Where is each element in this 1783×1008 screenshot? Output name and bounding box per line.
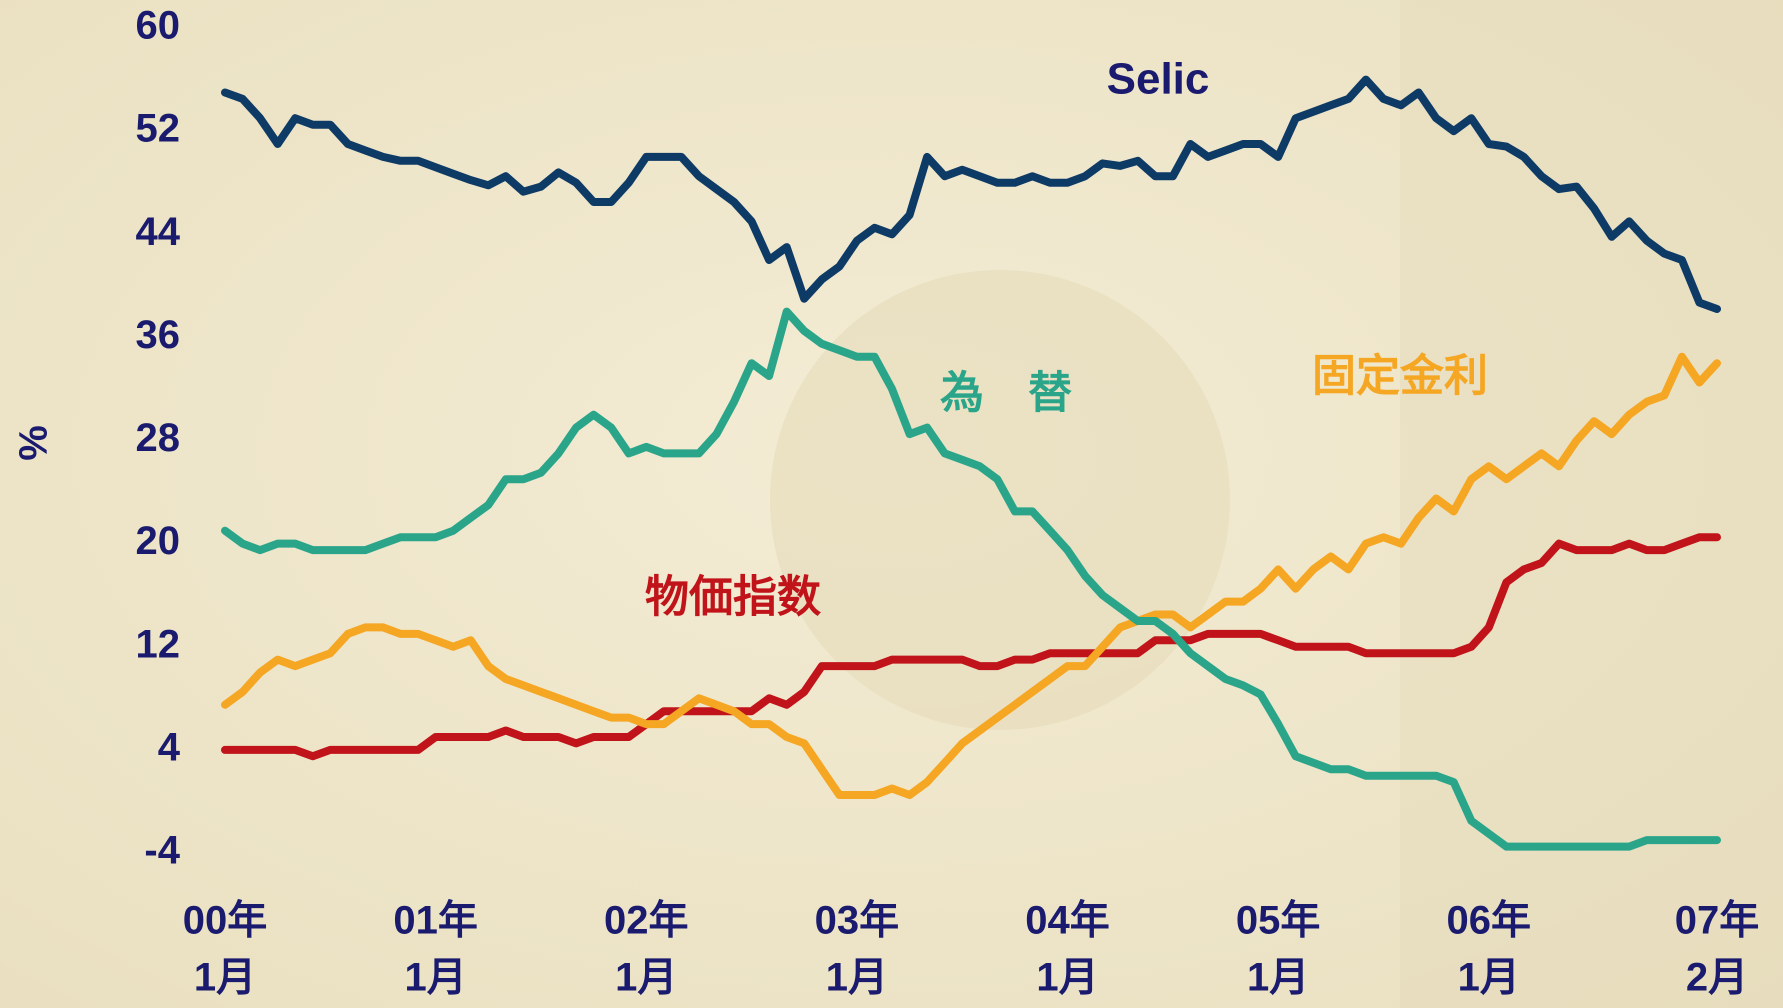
y-tick-label: -4 [144, 829, 180, 873]
y-tick-label: 20 [136, 519, 181, 563]
series-label: 物価指数 [645, 573, 821, 622]
y-tick-label: 4 [158, 725, 181, 769]
x-tick-label: 1月 [826, 956, 888, 1000]
x-tick-label: 02年 [604, 899, 689, 943]
x-tick-label: 1月 [1036, 956, 1098, 1000]
x-tick-label: 2月 [1686, 956, 1748, 1000]
x-tick-label: 03年 [815, 899, 900, 943]
y-tick-label: 36 [136, 313, 181, 357]
series-label: Selic [1107, 55, 1210, 104]
x-tick-label: 05年 [1236, 899, 1321, 943]
x-tick-label: 1月 [615, 956, 677, 1000]
x-tick-label: 1月 [405, 956, 467, 1000]
series-label: 固定金利 [1312, 352, 1488, 401]
y-axis-label: % [12, 425, 56, 461]
y-tick-label: 52 [136, 107, 181, 151]
chart: % -4 4 12 20 28 36 44 52 60 00年 1月 01年 1月 02年 1月 03年 1月 0… [0, 0, 1783, 1008]
x-tick-label: 1月 [194, 956, 256, 1000]
page: {"chart_data": {"type": "line", "y_label… [0, 0, 1783, 1008]
x-tick-label: 1月 [1247, 956, 1309, 1000]
x-tick-label: 06年 [1447, 899, 1532, 943]
x-tick-label: 01年 [393, 899, 478, 943]
x-tick-label: 00年 [183, 899, 268, 943]
y-tick-label: 12 [136, 622, 181, 666]
x-tick-label: 04年 [1025, 899, 1110, 943]
y-tick-label: 28 [136, 416, 181, 460]
series-label: 為 替 [940, 369, 1072, 418]
x-tick-label: 07年 [1675, 899, 1760, 943]
x-tick-label: 1月 [1458, 956, 1520, 1000]
y-tick-label: 60 [136, 4, 181, 48]
y-tick-label: 44 [136, 210, 181, 254]
